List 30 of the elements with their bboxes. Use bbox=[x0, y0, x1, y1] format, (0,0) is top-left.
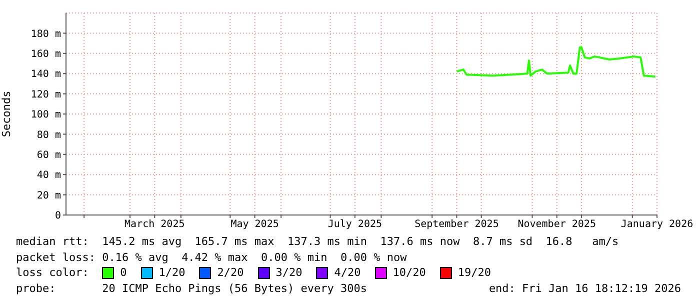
y-tick-label: 160 m bbox=[30, 48, 61, 60]
y-tick-label: 20 m bbox=[36, 190, 61, 202]
line-series bbox=[456, 46, 656, 78]
x-tick-label: July 2025 bbox=[328, 219, 382, 230]
legend-label: 0 bbox=[119, 265, 127, 280]
legend-label: 19/20 bbox=[456, 265, 491, 280]
y-tick-label: 40 m bbox=[36, 170, 61, 182]
y-tick-label: 100 m bbox=[30, 110, 61, 121]
x-tick-label: January 2026 bbox=[620, 219, 694, 230]
y-axis-title: Seconds bbox=[0, 90, 13, 138]
x-tick-label: March 2025 bbox=[124, 219, 185, 230]
legend-label: 4/20 bbox=[333, 265, 361, 280]
text: median rtt: 145.2 ms avg 165.7 ms max 137.3 ms min 137.6 ms now 8.7 ms sd 16.8 am/s bbox=[16, 234, 620, 250]
y-tick-label: 60 m bbox=[36, 150, 61, 161]
x-tick-label: November 2025 bbox=[518, 219, 596, 230]
y-tick-label: 80 m bbox=[36, 130, 61, 141]
x-tick-label: September 2025 bbox=[414, 219, 499, 230]
legend-label: 1/20 bbox=[158, 265, 186, 280]
text: packet loss: 0.16 % avg 4.42 % max 0.00 % min 0.00 % now bbox=[16, 250, 408, 265]
legend-label: 2/20 bbox=[216, 265, 244, 280]
y-tick-label: 180 m bbox=[30, 28, 61, 40]
y-tick-label: 0 bbox=[54, 210, 61, 222]
legend-label: 10/20 bbox=[392, 265, 426, 280]
text: end: Fri Jan 16 18:12:19 2026 bbox=[488, 280, 681, 296]
y-tick-label: 120 m bbox=[30, 89, 61, 100]
text: probe: 20 ICMP Echo Pings (56 Bytes) every 300s bbox=[16, 280, 367, 296]
legend-label: 3/20 bbox=[274, 265, 302, 280]
x-tick-label: May 2025 bbox=[230, 219, 279, 230]
legend-title: loss color: bbox=[16, 265, 90, 280]
y-tick-label: 140 m bbox=[30, 69, 61, 80]
